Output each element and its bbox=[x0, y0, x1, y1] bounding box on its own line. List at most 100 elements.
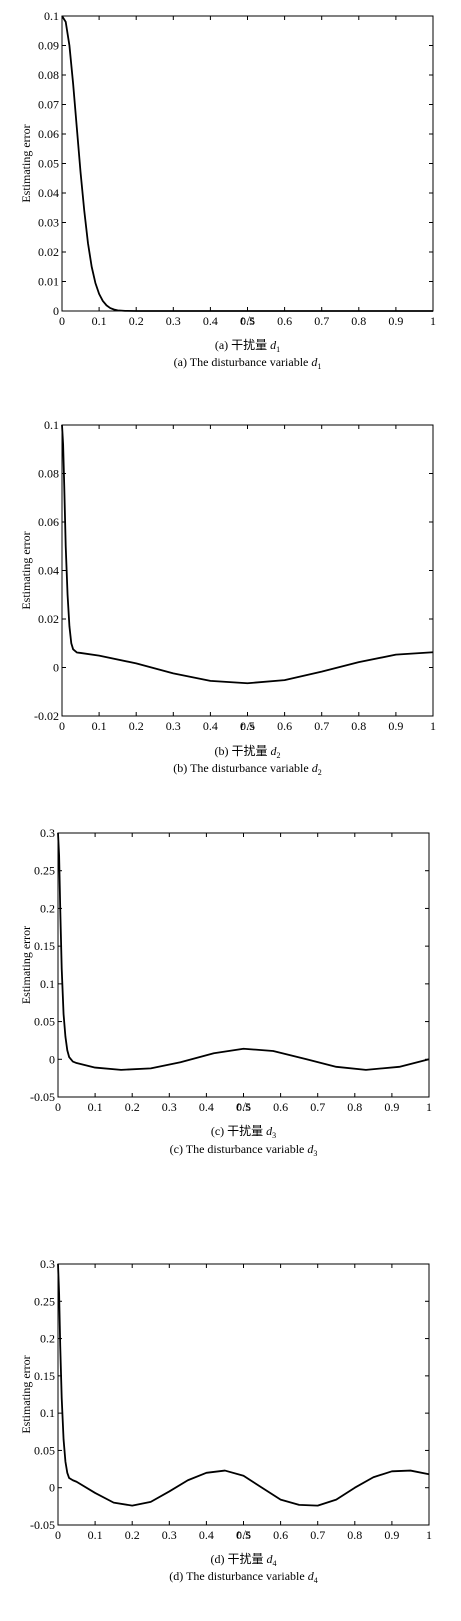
chart-d-xtick-label: 0.4 bbox=[199, 1528, 214, 1542]
chart-b-xtick-label: 0.4 bbox=[203, 719, 218, 733]
chart-d-xtick-label: 0.1 bbox=[88, 1528, 103, 1542]
chart-d-xtick-label: 0.2 bbox=[125, 1528, 140, 1542]
chart-a-plot-frame bbox=[61, 15, 434, 312]
chart-d-plot-frame bbox=[57, 1263, 430, 1526]
chart-d-xtick-label: 0.9 bbox=[384, 1528, 399, 1542]
chart-b-ytick-label: 0.08 bbox=[38, 467, 59, 481]
chart-a-ytick-label: 0.1 bbox=[44, 9, 59, 23]
chart-d-ylabel: Estimating error bbox=[19, 1355, 33, 1433]
chart-a-xtick-label: 0.6 bbox=[277, 314, 292, 328]
chart-b-ytick-label: -0.02 bbox=[34, 709, 59, 723]
chart-a-ytick-label: 0.06 bbox=[38, 127, 59, 141]
chart-d-ytick-label: 0 bbox=[49, 1481, 55, 1495]
chart-d-ytick-label: -0.05 bbox=[30, 1518, 55, 1532]
chart-d-ytick-label: 0.05 bbox=[34, 1443, 55, 1457]
chart-c-xtick-label: 0 bbox=[55, 1100, 61, 1114]
chart-c-xlabel: t /s bbox=[236, 1099, 251, 1113]
chart-d-xlabel: t /s bbox=[236, 1527, 251, 1541]
chart-b-xtick-label: 0.6 bbox=[277, 719, 292, 733]
chart-c-xtick-label: 0.6 bbox=[273, 1100, 288, 1114]
chart-c-xtick-label: 0.3 bbox=[162, 1100, 177, 1114]
chart-d-xtick-label: 0.6 bbox=[273, 1528, 288, 1542]
chart-b-ytick-label: 0 bbox=[53, 661, 59, 675]
chart-d-xtick-label: 0.8 bbox=[347, 1528, 362, 1542]
chart-a-ytick-label: 0 bbox=[53, 304, 59, 318]
chart-b-caption-cn: (b) 干扰量 d2 bbox=[215, 744, 281, 760]
chart-b-series-line bbox=[61, 424, 434, 685]
chart-d-ytick-label: 0.3 bbox=[40, 1257, 55, 1271]
chart-b-ytick-label: 0.02 bbox=[38, 612, 59, 626]
chart-b-ytick-label: 0.06 bbox=[38, 515, 59, 529]
chart-c-ytick-label: 0.3 bbox=[40, 826, 55, 840]
chart-a-ytick-label: 0.01 bbox=[38, 275, 59, 289]
chart-d-caption-cn: (d) 干扰量 d4 bbox=[211, 1552, 277, 1568]
chart-b-xtick-label: 0.8 bbox=[351, 719, 366, 733]
chart-c-xtick-label: 0.2 bbox=[125, 1100, 140, 1114]
chart-a-xtick-label: 1 bbox=[430, 314, 436, 328]
chart-a-ytick-label: 0.09 bbox=[38, 39, 59, 53]
chart-a-ytick-label: 0.02 bbox=[38, 245, 59, 259]
chart-c-caption-cn: (c) 干扰量 d3 bbox=[211, 1124, 276, 1140]
chart-a-ylabel: Estimating error bbox=[19, 124, 33, 202]
chart-c-series-line bbox=[57, 832, 430, 1071]
chart-b-ylabel: Estimating error bbox=[19, 531, 33, 609]
chart-c-ytick-label: 0.15 bbox=[34, 939, 55, 953]
chart-b-xtick-label: 0.1 bbox=[92, 719, 107, 733]
chart-a: 0 0.1 0.2 0.3 0.4 0.5 0.6 0.7 0.8 0.9 1 0 0.01 0.02 0.… bbox=[19, 9, 436, 371]
chart-c-xtick-label: 0.8 bbox=[347, 1100, 362, 1114]
chart-b-ytick-label: 0.1 bbox=[44, 418, 59, 432]
chart-c-ytick-label: -0.05 bbox=[30, 1090, 55, 1104]
chart-c-caption-en: (c) The disturbance variable d3 bbox=[170, 1142, 318, 1158]
chart-a-series-line bbox=[61, 15, 433, 312]
chart-d-series-line bbox=[57, 1263, 430, 1507]
chart-a-ytick-label: 0.05 bbox=[38, 157, 59, 171]
chart-b-ytick-label: 0.04 bbox=[38, 564, 59, 578]
chart-d-xtick-label: 0.7 bbox=[310, 1528, 325, 1542]
chart-c-xtick-label: 0.4 bbox=[199, 1100, 214, 1114]
chart-d-caption-en: (d) The disturbance variable d4 bbox=[169, 1569, 317, 1585]
chart-c-xtick-label: 0.9 bbox=[384, 1100, 399, 1114]
chart-a-xtick-label: 0 bbox=[59, 314, 65, 328]
chart-a-caption-cn: (a) 干扰量 d1 bbox=[215, 338, 280, 354]
chart-d-ytick-label: 0.15 bbox=[34, 1369, 55, 1383]
chart-c-plot-frame bbox=[57, 832, 430, 1098]
chart-a-xtick-label: 0.9 bbox=[388, 314, 403, 328]
chart-c-ylabel: Estimating error bbox=[19, 926, 33, 1004]
chart-a-ytick-label: 0.03 bbox=[38, 216, 59, 230]
chart-c-xtick-label: 0.5 bbox=[236, 1100, 251, 1114]
chart-c-ytick-label: 0 bbox=[49, 1052, 55, 1066]
chart-d-xtick-label: 1 bbox=[426, 1528, 432, 1542]
chart-d-xtick-label: 0.5 bbox=[236, 1528, 251, 1542]
chart-b-caption-en: (b) The disturbance variable d2 bbox=[173, 761, 321, 777]
chart-a-xtick-label: 0.8 bbox=[351, 314, 366, 328]
chart-a-ytick-label: 0.08 bbox=[38, 68, 59, 82]
chart-a-xtick-label: 0.3 bbox=[166, 314, 181, 328]
chart-a-caption-en: (a) The disturbance variable d1 bbox=[174, 355, 322, 371]
chart-b-xtick-label: 0 bbox=[59, 719, 65, 733]
chart-b-xlabel: t /s bbox=[240, 719, 255, 733]
chart-c-ytick-label: 0.2 bbox=[40, 901, 55, 915]
chart-c-ytick-label: 0.25 bbox=[34, 864, 55, 878]
chart-a-ytick-label: 0.07 bbox=[38, 98, 59, 112]
chart-c-xtick-label: 0.1 bbox=[88, 1100, 103, 1114]
chart-a-xtick-label: 0.7 bbox=[314, 314, 329, 328]
chart-d-ytick-label: 0.25 bbox=[34, 1294, 55, 1308]
chart-a-xtick-label: 0.5 bbox=[240, 314, 255, 328]
chart-d: 0 0.1 0.2 0.3 0.4 0.5 0.6 0.7 0.8 0.9 1-0.0500.050… bbox=[19, 1257, 432, 1585]
chart-c-xtick-label: 0.7 bbox=[310, 1100, 325, 1114]
chart-c-xtick-label: 1 bbox=[426, 1100, 432, 1114]
chart-a-xtick-label: 0.2 bbox=[129, 314, 144, 328]
chart-b: 0 0.1 0.2 0.3 0.4 0.5 0.6 0.7 0.8 0.9 1-0.0200.020… bbox=[19, 418, 436, 777]
chart-b-xtick-label: 0.3 bbox=[166, 719, 181, 733]
chart-d-ytick-label: 0.2 bbox=[40, 1332, 55, 1346]
chart-b-xtick-label: 0.7 bbox=[314, 719, 329, 733]
chart-d-xtick-label: 0 bbox=[55, 1528, 61, 1542]
chart-a-xlabel: t /s bbox=[240, 313, 255, 327]
chart-c-ytick-label: 0.05 bbox=[34, 1015, 55, 1029]
chart-d-ytick-label: 0.1 bbox=[40, 1406, 55, 1420]
chart-a-xtick-label: 0.4 bbox=[203, 314, 218, 328]
chart-c: 0 0.1 0.2 0.3 0.4 0.5 0.6 0.7 0.8 0.9 1-0.0500.050… bbox=[19, 826, 432, 1158]
chart-b-xtick-label: 0.2 bbox=[129, 719, 144, 733]
chart-a-ytick-label: 0.04 bbox=[38, 186, 59, 200]
